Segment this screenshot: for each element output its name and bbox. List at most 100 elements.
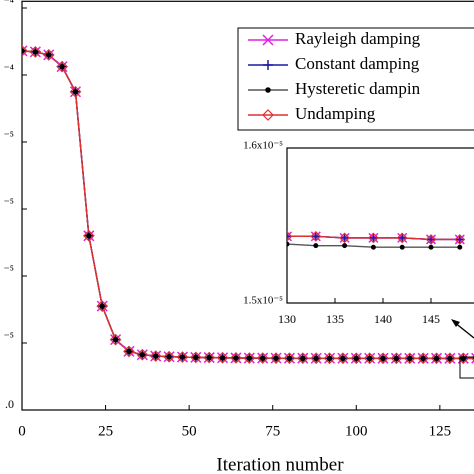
marker <box>163 350 175 363</box>
marker <box>233 355 239 361</box>
marker <box>366 355 373 362</box>
marker <box>471 352 474 364</box>
y-tick-label: ⁻⁵ <box>3 129 14 143</box>
marker <box>377 352 389 365</box>
marker <box>323 352 336 365</box>
y-tick-label: ⁻⁴ <box>3 0 14 9</box>
marker <box>72 89 79 95</box>
marker <box>22 48 25 54</box>
marker <box>399 244 405 250</box>
marker <box>139 351 146 358</box>
marker <box>273 355 279 362</box>
marker <box>339 232 350 244</box>
marker <box>109 333 122 346</box>
marker <box>56 60 68 73</box>
marker <box>176 351 189 363</box>
marker <box>426 234 436 244</box>
marker <box>22 45 28 57</box>
plot-area <box>22 45 474 365</box>
y-tick-label: .0 <box>5 397 14 411</box>
marker <box>256 352 269 364</box>
marker <box>230 352 242 364</box>
marker <box>179 354 186 360</box>
x-axis-title: Iteration number <box>216 454 344 474</box>
marker <box>42 49 55 61</box>
marker <box>123 345 135 358</box>
y-tick-label: 1.5x10⁻⁵ <box>243 295 283 307</box>
marker <box>287 241 290 247</box>
plot-frame <box>21 0 474 411</box>
marker <box>368 233 378 243</box>
x-tick-label: 0 <box>18 423 26 439</box>
marker <box>86 233 92 239</box>
marker <box>246 355 253 361</box>
marker <box>149 350 162 362</box>
x-tick-label: 50 <box>182 423 197 439</box>
x-tick-label: 145 <box>422 312 440 326</box>
marker <box>368 232 379 244</box>
x-tick-label: 25 <box>98 423 113 439</box>
x-tick-label: 100 <box>345 423 368 439</box>
marker <box>32 49 39 55</box>
marker <box>300 355 306 362</box>
marker <box>337 352 349 365</box>
plot-area <box>287 231 466 250</box>
marker <box>83 229 95 242</box>
y-tick-label: ⁻⁵ <box>3 196 14 210</box>
marker <box>69 85 82 98</box>
marker <box>420 355 426 362</box>
marker <box>417 352 429 365</box>
marker <box>166 353 172 360</box>
marker <box>313 243 319 249</box>
marker <box>430 352 443 365</box>
marker <box>454 234 466 245</box>
legend-label: Constant damping <box>295 54 420 73</box>
marker <box>296 352 309 365</box>
inset-background <box>287 148 474 303</box>
y-tick-label: ⁻⁴ <box>3 62 14 76</box>
marker <box>313 355 319 362</box>
marker <box>310 231 322 242</box>
marker <box>29 46 42 58</box>
marker <box>444 352 456 365</box>
marker <box>59 63 65 70</box>
marker <box>45 52 52 58</box>
marker <box>152 353 159 359</box>
marker <box>471 357 474 360</box>
marker <box>340 233 350 243</box>
marker <box>270 352 282 364</box>
marker <box>425 234 437 245</box>
marker <box>262 109 274 121</box>
x-tick-label: 140 <box>374 312 392 326</box>
marker <box>311 231 321 241</box>
marker <box>393 355 400 362</box>
marker <box>216 351 229 364</box>
marker <box>457 244 463 250</box>
marker <box>287 231 293 242</box>
marker <box>310 352 323 365</box>
marker <box>265 87 271 93</box>
marker <box>262 34 274 46</box>
x-tick-label: 135 <box>326 312 344 326</box>
y-tick-label: 1.6x10⁻⁵ <box>243 140 283 152</box>
legend-label: Rayleigh damping <box>295 29 421 48</box>
marker <box>243 352 256 364</box>
marker <box>259 355 266 362</box>
y-tick-label: ⁻⁵ <box>3 330 14 344</box>
zoom-box <box>459 356 474 379</box>
marker <box>455 234 465 244</box>
marker <box>263 60 273 70</box>
marker <box>403 352 416 365</box>
marker <box>126 348 132 355</box>
marker <box>203 351 216 364</box>
marker <box>390 352 403 365</box>
marker <box>380 355 386 362</box>
marker <box>396 232 408 244</box>
marker <box>287 231 293 242</box>
marker <box>350 352 363 365</box>
legend-box <box>237 27 474 131</box>
marker <box>428 244 434 250</box>
legend-label: Undamping <box>295 104 376 123</box>
marker <box>219 355 226 361</box>
